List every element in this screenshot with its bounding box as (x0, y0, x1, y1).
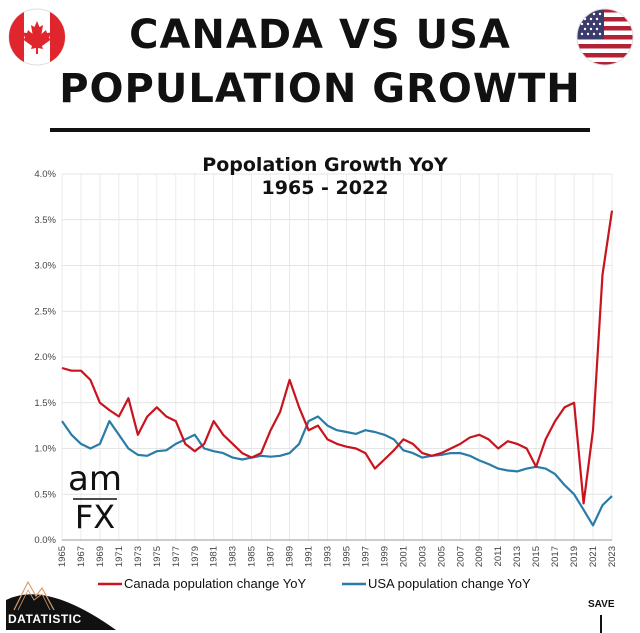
save-indicator (600, 615, 602, 633)
legend-label-canada: Canada population change YoY (124, 576, 306, 591)
y-tick-label: 3.0% (34, 261, 56, 272)
y-tick-label: 2.5% (34, 306, 56, 317)
x-tick-label: 2011 (493, 546, 504, 566)
x-tick-label: 1991 (304, 546, 315, 567)
x-tick-label: 1977 (171, 546, 182, 567)
x-tick-label: 1965 (57, 546, 68, 567)
x-tick-label: 1983 (228, 546, 239, 567)
watermark-am: am (68, 459, 122, 499)
title-divider (50, 128, 590, 132)
x-tick-label: 1971 (114, 546, 125, 567)
x-tick-label: 2007 (455, 546, 466, 567)
x-tick-label: 2005 (436, 546, 447, 567)
canada-flag-icon (8, 8, 66, 66)
y-axis-ticks: 0.0% 0.5% 1.0% 1.5% 2.0% 2.5% 3.0% 3.5% 4.0% (34, 169, 56, 546)
x-tick-label: 2003 (417, 546, 428, 567)
x-tick-label: 1999 (379, 546, 390, 567)
y-tick-label: 1.0% (34, 444, 56, 455)
x-tick-label: 1979 (190, 546, 201, 567)
x-tick-label: 1995 (341, 546, 352, 567)
x-tick-label: 1975 (152, 546, 163, 567)
x-tick-label: 1967 (76, 546, 87, 567)
x-tick-label: 1973 (133, 546, 144, 567)
x-tick-label: 2019 (569, 546, 580, 567)
x-tick-label: 2017 (550, 546, 561, 567)
headline-line-2: POPULATION GROWTH (59, 66, 581, 112)
chart-subtitle: 1965 - 2022 (262, 177, 389, 199)
watermark-fx: FX (75, 498, 115, 536)
x-tick-label: 1969 (95, 546, 106, 567)
x-tick-label: 1981 (209, 546, 220, 567)
series-line-usa (61, 415, 613, 527)
x-tick-label: 2009 (474, 546, 485, 567)
x-tick-label: 2001 (398, 546, 409, 567)
y-tick-label: 2.0% (34, 352, 56, 363)
x-tick-label: 1987 (266, 546, 277, 567)
chart-grid (61, 173, 613, 541)
datatistic-logo (6, 580, 116, 630)
x-axis-ticks: 1965 1967 1969 1971 1973 1975 1977 1979 1981 1983… (57, 546, 618, 567)
chart-legend: Canada population change YoY USA populat… (98, 576, 531, 591)
x-tick-label: 2021 (588, 546, 599, 567)
y-tick-label: 4.0% (34, 169, 56, 180)
brand-name: DATATISTIC (8, 612, 82, 626)
x-tick-label: 1993 (323, 546, 334, 567)
x-tick-label: 1989 (285, 546, 296, 567)
y-tick-label: 0.5% (34, 489, 56, 500)
headline-line-1: CANADA VS USA (129, 12, 511, 58)
usa-flag-icon (576, 8, 634, 66)
chart-title: Popolation Growth YoY (202, 154, 448, 176)
series-layer (61, 210, 614, 527)
y-tick-label: 1.5% (34, 398, 56, 409)
x-tick-label: 1997 (360, 546, 371, 567)
legend-label-usa: USA population change YoY (368, 576, 531, 591)
population-growth-chart: 0.0% 0.5% 1.0% 1.5% 2.0% 2.5% 3.0% 3.5% 4.0% 196… (34, 154, 618, 591)
x-tick-label: 2015 (531, 546, 542, 567)
x-tick-label: 1985 (247, 546, 258, 567)
y-tick-label: 3.5% (34, 215, 56, 226)
x-tick-label: 2013 (512, 546, 523, 567)
y-tick-label: 0.0% (34, 535, 56, 546)
series-line-canada (61, 210, 614, 505)
x-tick-label: 2023 (607, 546, 618, 567)
save-label: SAVE (588, 599, 615, 610)
